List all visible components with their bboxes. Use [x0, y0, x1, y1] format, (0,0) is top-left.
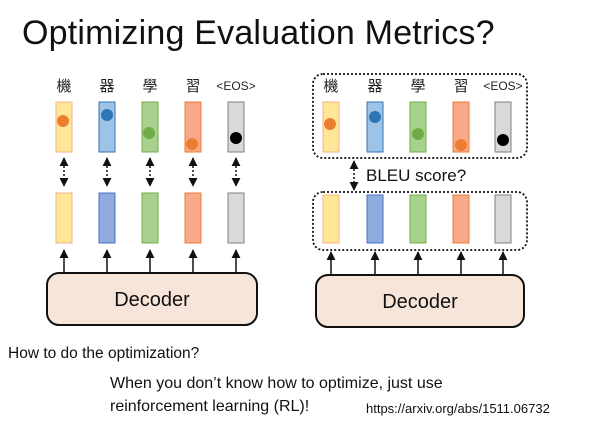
left-output-bar-eos: [227, 101, 245, 153]
right-output-bar-4: [452, 101, 470, 153]
right-output-dot-2: [369, 111, 381, 123]
left-decoder-box: [46, 272, 258, 326]
left-dotted-arrows: [59, 157, 241, 187]
right-output-dot-1: [324, 118, 336, 130]
left-token-2: 器: [99, 77, 114, 95]
left-output-bar-3: [141, 101, 159, 153]
left-token-3: 學: [142, 77, 157, 95]
left-diagram: 機 器 學 習 <EOS>: [46, 77, 258, 326]
left-hidden-bar-1: [55, 192, 73, 244]
right-hidden-bar-1: [322, 194, 340, 244]
answer-line-1: When you don’t know how to optimize, jus…: [110, 375, 443, 392]
left-hidden-bar-5: [227, 192, 245, 244]
right-output-bar-3: [409, 101, 427, 153]
right-hidden-bar-2: [366, 194, 384, 244]
slide-title: Optimizing Evaluation Metrics?: [22, 14, 495, 52]
answer-line-2: reinforcement learning (RL)!: [110, 398, 310, 415]
right-decoder-box: [315, 274, 525, 328]
right-output-dot-eos: [497, 134, 509, 146]
right-token-1: 機: [323, 77, 338, 95]
right-token-4: 習: [453, 77, 468, 95]
left-hidden-bar-4: [184, 192, 202, 244]
right-hidden-bar-3: [409, 194, 427, 244]
left-up-arrows: [59, 249, 241, 273]
right-output-group: [312, 73, 528, 159]
optimization-question: How to do the optimization?: [8, 345, 200, 362]
left-token-eos: <EOS>: [216, 79, 255, 93]
left-output-dot-4: [186, 138, 198, 150]
right-output-dot-3: [412, 128, 424, 140]
left-hidden-bar-2: [98, 192, 116, 244]
right-diagram: 機 器 學 習 <EOS> BLEU score?: [312, 73, 528, 328]
right-hidden-bar-4: [452, 194, 470, 244]
left-output-dot-2: [101, 109, 113, 121]
left-decoder-label: Decoder: [114, 289, 190, 311]
right-hidden-bar-5: [494, 194, 512, 244]
right-up-arrows: [326, 251, 508, 275]
left-hidden-bar-3: [141, 192, 159, 244]
left-output-dot-3: [143, 127, 155, 139]
right-output-dot-4: [455, 139, 467, 151]
right-hidden-group: [312, 191, 528, 251]
left-output-bar-1: [55, 101, 73, 153]
left-token-1: 機: [56, 77, 71, 95]
bleu-score-label: BLEU score?: [366, 166, 466, 185]
reference-link[interactable]: https://arxiv.org/abs/1511.06732: [366, 401, 550, 416]
right-output-bar-2: [366, 101, 384, 153]
left-token-4: 習: [185, 77, 200, 95]
left-output-dot-1: [57, 115, 69, 127]
right-token-2: 器: [367, 77, 382, 95]
left-output-dot-eos: [230, 132, 242, 144]
right-token-3: 學: [410, 77, 425, 95]
right-token-eos: <EOS>: [483, 79, 522, 93]
right-decoder-label: Decoder: [382, 291, 458, 313]
